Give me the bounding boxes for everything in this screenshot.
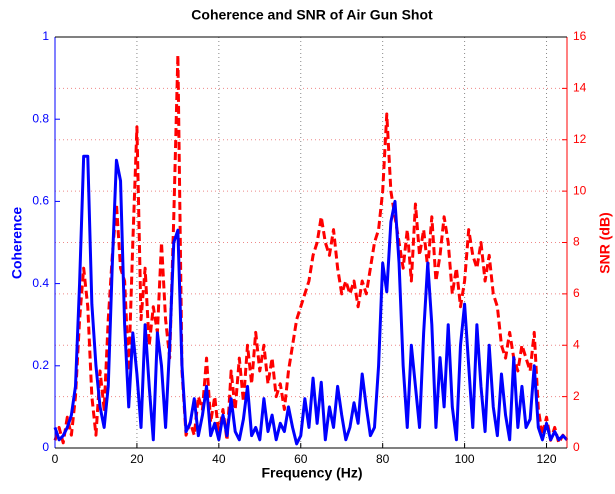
y2-axis-label: SNR (dB) (597, 212, 613, 273)
x-axis-label: Frequency (Hz) (261, 465, 362, 481)
y-tick-label: 0.6 (32, 194, 49, 208)
x-tick-label: 20 (130, 452, 144, 466)
y2-tick-label: 2 (573, 389, 580, 403)
y-tick-label: 0.8 (32, 111, 49, 125)
y-axis-label: Coherence (9, 207, 25, 280)
series-line (53, 53, 569, 445)
chart-title: Coherence and SNR of Air Gun Shot (191, 7, 433, 23)
x-tick-label: 80 (376, 452, 390, 466)
series-line (53, 154, 569, 446)
x-tick-label: 100 (455, 452, 475, 466)
y-tick-label: 1 (42, 29, 49, 43)
y-tick-label: 0.2 (32, 358, 49, 372)
y-tick-label: 0 (42, 440, 49, 454)
x-tick-label: 40 (212, 452, 226, 466)
x-tick-label: 120 (537, 452, 557, 466)
y2-tick-label: 8 (573, 235, 580, 249)
y2-tick-label: 6 (573, 286, 580, 300)
y2-tick-label: 0 (573, 440, 580, 454)
y2-tick-label: 4 (573, 337, 580, 351)
x-tick-label: 60 (294, 452, 308, 466)
y-tick-label: 0.4 (32, 276, 49, 290)
y2-tick-label: 12 (573, 132, 587, 146)
x-tick-label: 0 (52, 452, 59, 466)
y2-tick-label: 14 (573, 81, 587, 95)
y2-tick-label: 10 (573, 183, 587, 197)
y2-tick-label: 16 (573, 29, 587, 43)
